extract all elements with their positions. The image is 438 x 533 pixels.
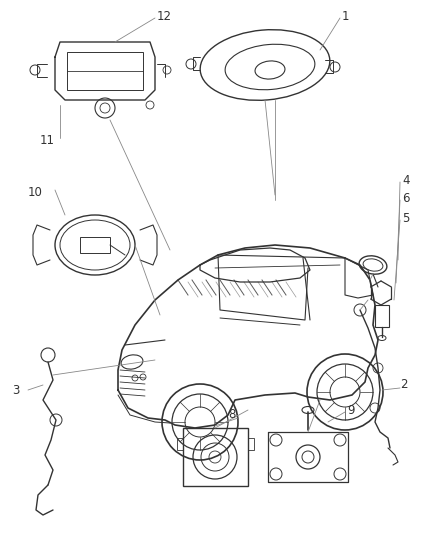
- Text: 2: 2: [400, 378, 407, 392]
- Text: 6: 6: [402, 192, 410, 206]
- Text: 9: 9: [347, 403, 354, 416]
- Bar: [248, 438, 254, 450]
- Text: 3: 3: [12, 384, 19, 397]
- Bar: [183, 428, 248, 486]
- Text: 4: 4: [402, 174, 410, 187]
- Text: 1: 1: [342, 11, 350, 23]
- Text: 11: 11: [40, 133, 55, 147]
- Bar: [80, 237, 110, 253]
- Text: 5: 5: [402, 213, 410, 225]
- Text: 10: 10: [28, 185, 43, 198]
- Text: 12: 12: [157, 11, 172, 23]
- Text: 8: 8: [228, 408, 235, 422]
- Bar: [67, 52, 143, 90]
- Bar: [375, 305, 389, 327]
- Bar: [177, 438, 183, 450]
